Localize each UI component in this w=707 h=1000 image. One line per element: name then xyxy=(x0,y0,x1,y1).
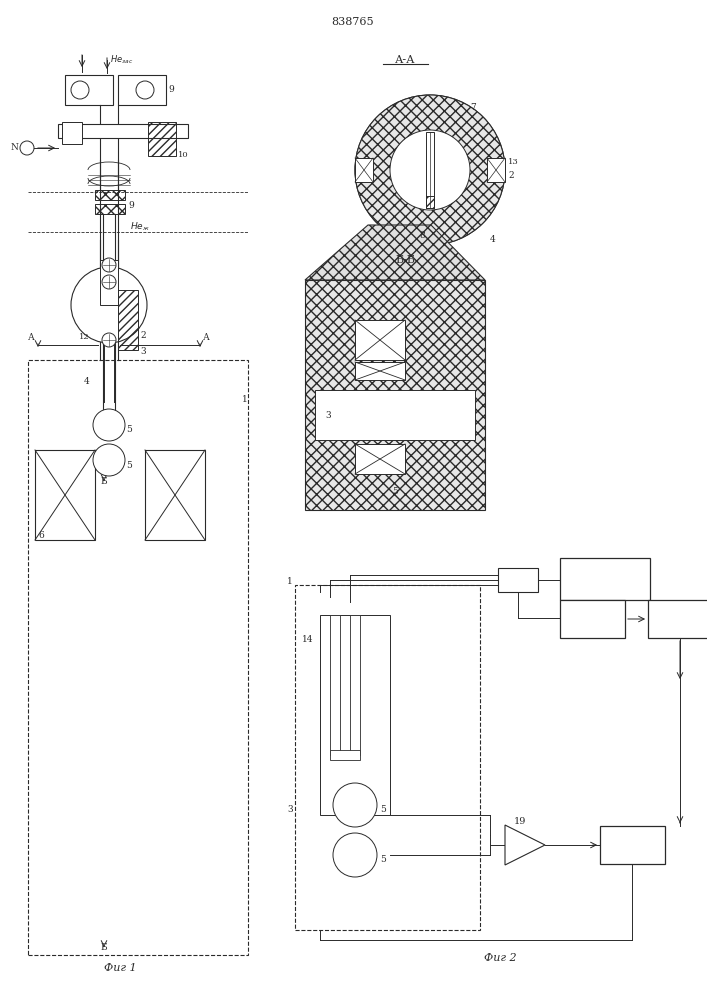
Bar xyxy=(145,450,205,540)
Bar xyxy=(600,826,665,864)
Text: 9: 9 xyxy=(168,86,174,95)
Text: $He_{зас}$: $He_{зас}$ xyxy=(110,54,134,66)
Text: А-А: А-А xyxy=(395,55,415,65)
Text: 838765: 838765 xyxy=(332,17,374,27)
Bar xyxy=(95,190,125,200)
Bar xyxy=(487,158,505,182)
Text: Б-Б: Б-Б xyxy=(395,255,415,265)
Circle shape xyxy=(20,141,34,155)
Text: 7: 7 xyxy=(470,104,476,112)
Bar xyxy=(426,196,434,208)
Text: 16: 16 xyxy=(512,576,524,584)
Text: 19: 19 xyxy=(514,818,526,826)
Text: 17: 17 xyxy=(584,612,600,626)
Text: 4: 4 xyxy=(490,235,496,244)
Text: 3: 3 xyxy=(140,348,146,357)
Circle shape xyxy=(136,81,154,99)
Text: 10: 10 xyxy=(178,151,189,159)
Bar xyxy=(560,558,650,600)
Text: Фиг 1: Фиг 1 xyxy=(104,963,136,973)
Text: 3: 3 xyxy=(287,806,293,814)
Text: 14: 14 xyxy=(301,636,313,645)
Text: 2: 2 xyxy=(508,172,513,180)
Text: 6: 6 xyxy=(38,530,44,540)
Bar xyxy=(560,600,625,638)
Text: А: А xyxy=(203,334,210,342)
Text: 4: 4 xyxy=(84,377,90,386)
Bar xyxy=(118,75,166,105)
Bar xyxy=(355,362,405,380)
Text: 2: 2 xyxy=(140,330,146,340)
Text: 5: 5 xyxy=(380,856,386,864)
Text: 1: 1 xyxy=(242,395,247,404)
Text: 5: 5 xyxy=(126,426,132,434)
Bar xyxy=(498,568,538,592)
Text: 17: 17 xyxy=(624,838,640,852)
Text: 15: 15 xyxy=(597,572,613,585)
Bar xyxy=(426,132,434,208)
Bar xyxy=(28,360,248,955)
Circle shape xyxy=(102,275,116,289)
Text: 5: 5 xyxy=(392,488,398,496)
Bar xyxy=(330,615,340,755)
Text: 9: 9 xyxy=(128,200,134,210)
Text: $He_{ж}$: $He_{ж}$ xyxy=(130,221,150,233)
Circle shape xyxy=(102,333,116,347)
Bar xyxy=(65,75,113,105)
Text: 3: 3 xyxy=(325,410,331,420)
Bar xyxy=(148,122,176,156)
Bar xyxy=(355,320,405,360)
Circle shape xyxy=(71,267,147,343)
Text: 12: 12 xyxy=(79,333,90,341)
Bar xyxy=(305,280,485,510)
Bar xyxy=(100,260,118,305)
Bar xyxy=(35,450,95,540)
Circle shape xyxy=(390,130,470,210)
Polygon shape xyxy=(505,825,545,865)
Text: Б: Б xyxy=(100,478,107,487)
Bar xyxy=(355,158,373,182)
Circle shape xyxy=(71,81,89,99)
Text: 5: 5 xyxy=(380,806,386,814)
Circle shape xyxy=(355,95,505,245)
Text: 13: 13 xyxy=(508,158,519,166)
Circle shape xyxy=(93,409,125,441)
Bar xyxy=(350,615,360,755)
Text: Фиг 2: Фиг 2 xyxy=(484,953,516,963)
Circle shape xyxy=(333,833,377,877)
Bar xyxy=(648,600,707,638)
Bar xyxy=(315,390,475,440)
Bar xyxy=(62,122,82,144)
Bar xyxy=(58,124,188,138)
Bar xyxy=(355,444,405,474)
Circle shape xyxy=(93,444,125,476)
Bar xyxy=(320,615,390,815)
Text: N: N xyxy=(10,143,18,152)
Text: 5: 5 xyxy=(126,460,132,470)
Text: Б: Б xyxy=(100,944,107,952)
Bar xyxy=(95,204,125,214)
Bar xyxy=(330,750,360,760)
Text: А: А xyxy=(28,334,35,342)
Circle shape xyxy=(333,783,377,827)
Bar xyxy=(118,290,138,350)
Bar xyxy=(295,585,480,930)
Text: 1: 1 xyxy=(287,578,293,586)
Text: 8: 8 xyxy=(419,231,425,239)
Circle shape xyxy=(102,258,116,272)
Polygon shape xyxy=(305,225,485,280)
Text: 18: 18 xyxy=(672,612,688,626)
